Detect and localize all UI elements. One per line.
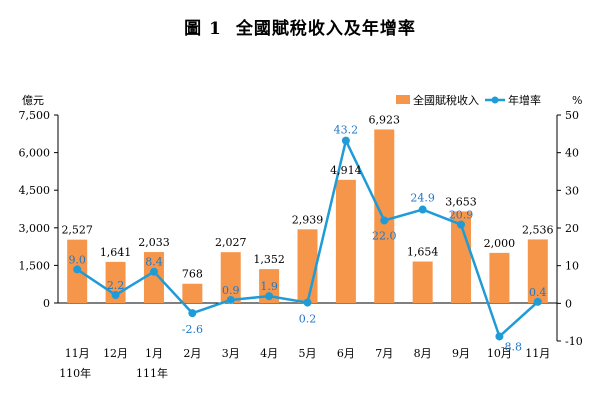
x-category-label: 9月 bbox=[452, 347, 470, 360]
growth-rate-point-3 bbox=[149, 267, 158, 276]
bar-value-label: 1,352 bbox=[253, 253, 285, 266]
bar-value-label: 1,641 bbox=[100, 246, 132, 259]
legend-line-label: 年增率 bbox=[508, 93, 541, 107]
line-value-label: 0.9 bbox=[222, 284, 240, 297]
bar-value-label: 2,939 bbox=[292, 213, 324, 226]
x-category-label: 7月 bbox=[375, 347, 393, 360]
growth-rate-point-1 bbox=[73, 265, 82, 274]
right-tick-label: 40 bbox=[565, 147, 579, 160]
bar-value-label: 1,654 bbox=[407, 246, 439, 259]
right-tick-label: 10 bbox=[565, 260, 579, 273]
left-axis-unit: 億元 bbox=[22, 94, 44, 107]
growth-rate-point-7 bbox=[303, 298, 312, 307]
line-value-label: 2.2 bbox=[107, 279, 125, 292]
line-value-label: 1.9 bbox=[260, 280, 278, 293]
bar-5 bbox=[220, 252, 241, 303]
x-category-label: 6月 bbox=[337, 347, 355, 360]
x-category-label: 11月 bbox=[525, 347, 550, 360]
line-value-label: 20.9 bbox=[449, 209, 474, 222]
bar-7 bbox=[297, 229, 318, 303]
growth-rate-point-8 bbox=[341, 136, 350, 145]
bar-3 bbox=[143, 252, 164, 303]
left-tick-label: 0 bbox=[43, 297, 50, 310]
growth-rate-point-12 bbox=[495, 332, 504, 341]
x-year-label: 111年 bbox=[136, 366, 168, 380]
bar-8 bbox=[335, 179, 356, 303]
bar-value-label: 4,914 bbox=[330, 164, 362, 177]
line-value-label: 8.4 bbox=[145, 256, 163, 269]
x-category-label: 4月 bbox=[260, 347, 278, 360]
x-year-label: 110年 bbox=[59, 366, 91, 380]
x-category-label: 5月 bbox=[299, 347, 317, 360]
bar-6 bbox=[259, 269, 280, 303]
x-category-label: 2月 bbox=[183, 347, 201, 360]
chart-title: 圖 1 全國賦稅收入及年增率 bbox=[0, 14, 600, 39]
line-value-label: 9.0 bbox=[68, 253, 86, 266]
growth-rate-point-10 bbox=[418, 205, 427, 214]
right-axis-unit: % bbox=[572, 94, 582, 107]
x-category-label: 11月 bbox=[65, 347, 90, 360]
x-category-label: 1月 bbox=[145, 347, 163, 360]
chart-title-number: 圖 1 bbox=[184, 19, 222, 39]
growth-rate-point-11 bbox=[457, 220, 466, 229]
growth-rate-point-9 bbox=[380, 216, 389, 225]
growth-rate-point-4 bbox=[188, 309, 197, 318]
growth-rate-point-6 bbox=[265, 292, 274, 301]
bar-value-label: 2,033 bbox=[138, 236, 170, 249]
bar-value-label: 3,653 bbox=[445, 195, 477, 208]
legend-bar-swatch bbox=[396, 95, 410, 104]
bar-value-label: 2,536 bbox=[522, 223, 554, 236]
left-tick-label: 7,500 bbox=[19, 109, 51, 122]
bar-11 bbox=[451, 211, 472, 303]
left-tick-label: 3,000 bbox=[19, 222, 51, 235]
growth-rate-point-2 bbox=[111, 291, 120, 300]
x-category-label: 10月 bbox=[487, 347, 512, 360]
bar-10 bbox=[412, 261, 433, 303]
line-value-label: 24.9 bbox=[410, 192, 435, 205]
left-tick-label: 4,500 bbox=[19, 184, 51, 197]
chart-title-text: 全國賦稅收入及年增率 bbox=[235, 19, 416, 39]
x-category-label: 8月 bbox=[414, 347, 432, 360]
x-category-label: 12月 bbox=[103, 347, 128, 360]
line-value-label: 43.2 bbox=[334, 124, 359, 137]
bar-value-label: 2,027 bbox=[215, 236, 247, 249]
line-value-label: 0.2 bbox=[299, 313, 317, 326]
line-value-label: 0.4 bbox=[529, 286, 547, 299]
legend-line-marker bbox=[491, 96, 499, 104]
bar-12 bbox=[489, 252, 510, 303]
bar-value-label: 768 bbox=[182, 268, 203, 281]
bar-value-label: 2,000 bbox=[484, 237, 516, 250]
line-value-label: -8.8 bbox=[501, 340, 522, 353]
growth-rate-point-13 bbox=[533, 297, 542, 306]
bar-13 bbox=[527, 239, 548, 303]
growth-rate-point-5 bbox=[226, 295, 235, 304]
bar-value-label: 2,527 bbox=[61, 224, 93, 237]
x-category-label: 3月 bbox=[222, 347, 240, 360]
legend-bar-label: 全國賦稅收入 bbox=[413, 93, 479, 107]
right-tick-label: 50 bbox=[565, 109, 579, 122]
left-tick-label: 6,000 bbox=[19, 147, 51, 160]
bar-4 bbox=[182, 283, 203, 303]
right-tick-label: 20 bbox=[565, 222, 579, 235]
right-tick-label: -10 bbox=[565, 335, 583, 348]
line-value-label: -2.6 bbox=[182, 323, 203, 336]
bar-value-label: 6,923 bbox=[369, 113, 401, 126]
right-tick-label: 0 bbox=[565, 297, 572, 310]
bar-9 bbox=[374, 129, 395, 303]
right-tick-label: 30 bbox=[565, 184, 579, 197]
line-value-label: 22.0 bbox=[372, 229, 397, 242]
left-tick-label: 1,500 bbox=[19, 259, 51, 272]
